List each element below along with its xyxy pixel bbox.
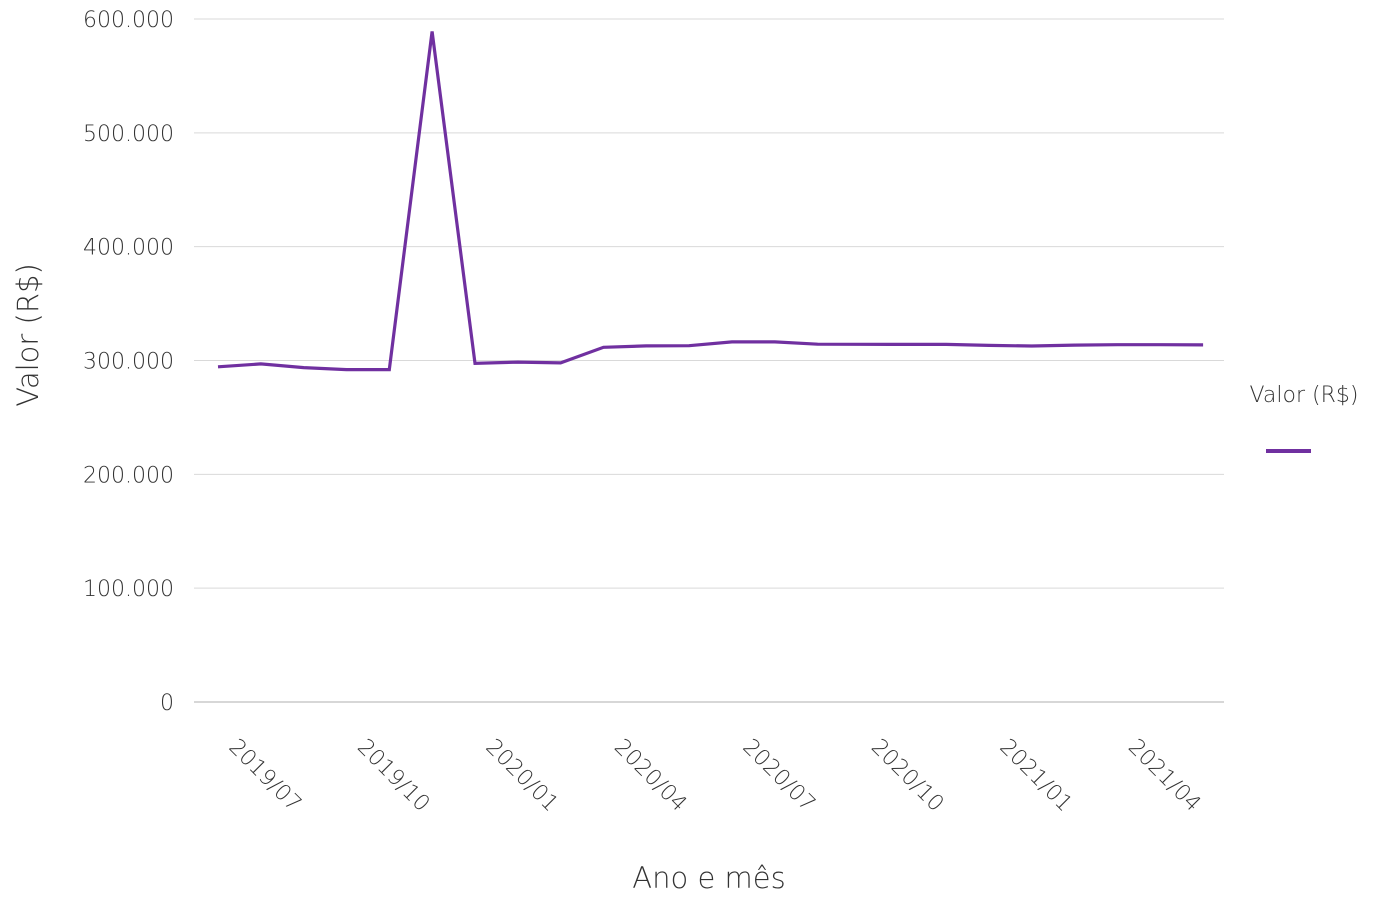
- x-tick-label: 2020/07: [738, 735, 820, 817]
- y-tick-label: 500.000: [83, 122, 174, 147]
- y-tick-label: 600.000: [83, 8, 174, 33]
- x-tick-label: 2020/01: [481, 735, 563, 817]
- x-tick-label: 2021/04: [1123, 735, 1205, 817]
- y-tick-label: 100.000: [83, 577, 174, 602]
- y-axis-title: Valor (R$): [11, 263, 45, 407]
- x-axis-title: Ano e mês: [632, 861, 785, 895]
- x-tick-label: 2019/10: [352, 735, 434, 817]
- series-layer: [217, 31, 1204, 372]
- legend: Valor (R$): [1250, 383, 1359, 453]
- x-tick-label: 2021/01: [995, 735, 1077, 817]
- y-axis-tick-labels: 0 100.000 200.000 300.000 400.000 500.000 600.…: [83, 8, 174, 716]
- y-tick-label: 0: [160, 691, 174, 716]
- x-tick-label: 2019/07: [224, 735, 306, 817]
- x-tick-label: 2020/10: [866, 735, 948, 817]
- y-tick-label: 300.000: [83, 350, 174, 375]
- y-tick-label: 200.000: [83, 463, 174, 488]
- x-axis-tick-labels: 2019/07 2019/10 2020/01 2020/04 2020/07 2020/…: [224, 735, 1206, 817]
- y-tick-label: 400.000: [83, 236, 174, 261]
- x-tick-label: 2020/04: [609, 735, 691, 817]
- series-line: [217, 31, 1204, 372]
- gridlines: [194, 18, 1224, 703]
- legend-title: Valor (R$): [1250, 383, 1359, 408]
